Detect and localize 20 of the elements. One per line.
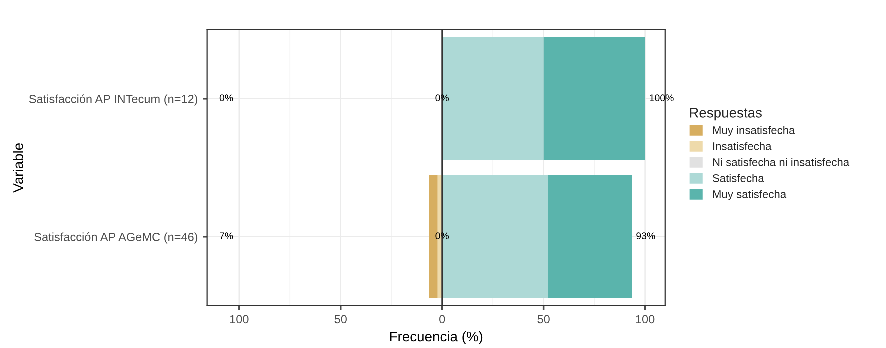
x-tick-label: 100	[230, 315, 249, 324]
x-tick-label: 100	[636, 315, 655, 324]
y-axis-title: Variable	[13, 144, 24, 193]
bar	[548, 176, 632, 298]
legend-label: Ni satisfecha ni insatisfecha	[713, 158, 850, 166]
annotation: 7%	[220, 232, 234, 240]
legend-title: Respuestas	[690, 108, 762, 121]
annotation: 93%	[636, 232, 656, 240]
y-tick-label: Satisfacción AP AGeMC (n=46)	[34, 232, 198, 244]
x-tick-label: 50	[334, 315, 347, 324]
y-tick-label: Satisfacción AP INTecum (n=12)	[29, 94, 198, 106]
x-axis-title: Frecuencia (%)	[390, 331, 483, 344]
legend-label: Muy insatisfecha	[713, 126, 796, 137]
legend-label: Satisfecha	[712, 174, 764, 182]
x-tick-label: 0	[440, 315, 446, 324]
x-tick-label: 50	[538, 315, 550, 324]
annotation: 0%	[220, 94, 234, 102]
legend-label: Muy satisfecha	[713, 190, 787, 201]
bar	[544, 38, 646, 160]
legend-label: Insatisfecha	[713, 142, 772, 150]
